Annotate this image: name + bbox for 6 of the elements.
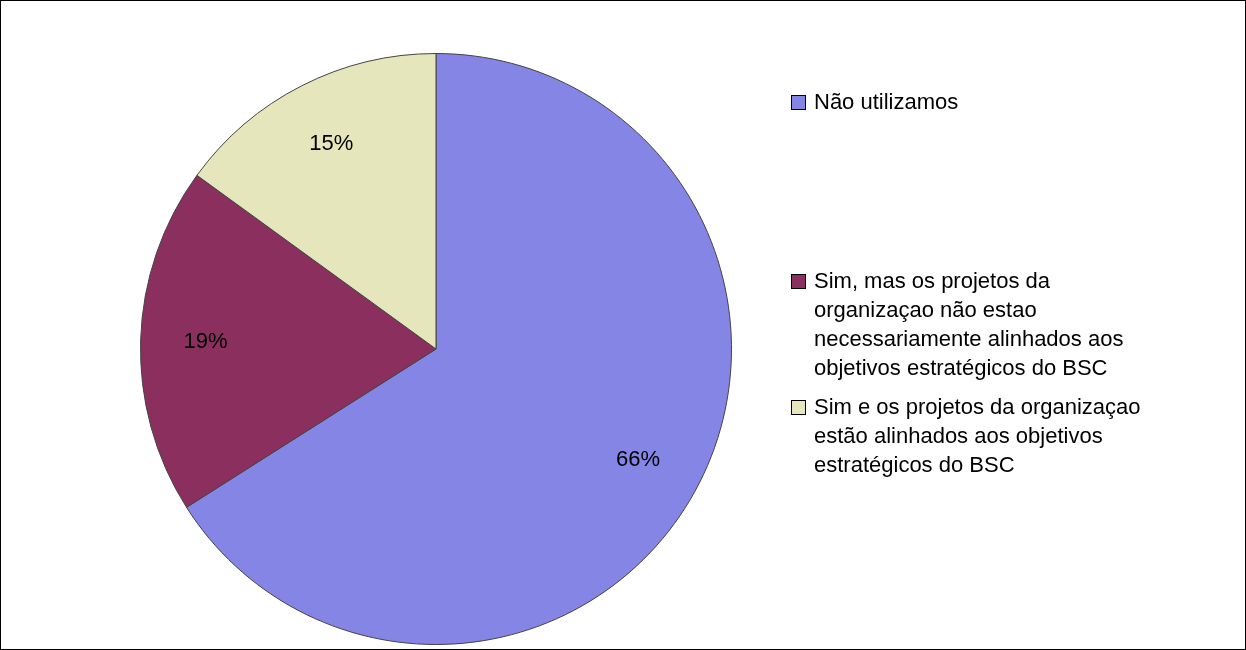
legend-label: Sim, mas os projetos da organizaçao não estao necessariamente alinhados aos objetivos estratégicos do BSC — [814, 267, 1125, 382]
data-label: 66% — [615, 446, 660, 472]
data-label: 15% — [309, 129, 354, 155]
data-label: 19% — [183, 327, 228, 353]
legend-label: Sim e os projetos da organizaçao estão alinhados aos objetivos estratégicos do BSC — [814, 393, 1142, 479]
legend-label: Não utilizamos — [814, 88, 960, 116]
